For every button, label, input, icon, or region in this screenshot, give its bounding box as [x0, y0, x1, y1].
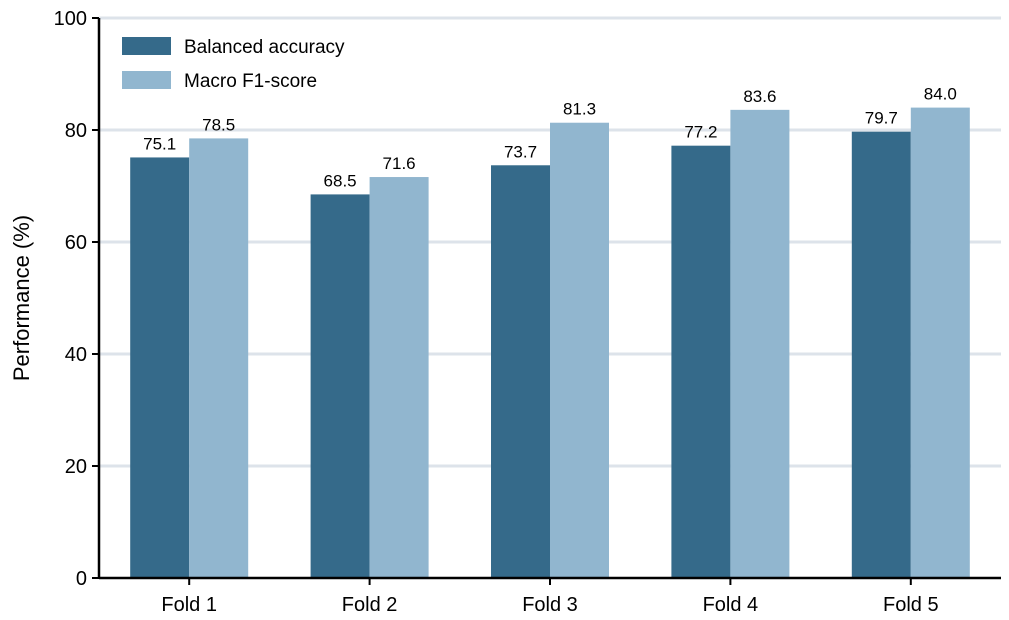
y-tick-label: 60: [65, 232, 87, 254]
x-tick-label: Fold 5: [883, 594, 939, 616]
bar-value-label: 77.2: [684, 123, 717, 142]
bar: [550, 122, 609, 578]
legend-swatch: [122, 37, 171, 55]
y-tick-label: 100: [54, 8, 87, 30]
bar: [369, 177, 429, 579]
y-axis-title: Performance (%): [9, 215, 34, 381]
bar-value-label: 81.3: [563, 100, 596, 119]
axes: 0 20 40 60 80 100 Fold 1 Fold 2 Fold 3 Fold 4 Fold…: [54, 8, 1001, 616]
bar-value-label: 73.7: [504, 142, 537, 161]
y-tick-label: 0: [76, 568, 87, 590]
y-tick-label: 40: [65, 344, 87, 366]
bar: [491, 165, 550, 578]
bar: [189, 138, 249, 578]
legend: Balanced accuracy Macro F1-score: [122, 37, 345, 92]
y-tick-label: 20: [65, 456, 87, 478]
x-tick-label: Fold 3: [522, 594, 578, 616]
legend-label: Macro F1-score: [184, 71, 317, 92]
x-tick-label: Fold 1: [161, 594, 217, 616]
bar-value-label: 75.1: [143, 134, 176, 153]
bar-value-label: 78.5: [202, 115, 235, 134]
bar-value-label: 79.7: [865, 109, 898, 128]
x-tick-label: Fold 2: [342, 594, 398, 616]
value-labels: 75.1 78.5 68.5 71.6 73.7 81.3 77.2 83.6 79.7 84.0: [143, 85, 957, 191]
bar-value-label: 84.0: [924, 85, 957, 104]
bar: [730, 109, 790, 578]
bar: [910, 107, 970, 578]
bar-value-label: 71.6: [383, 154, 416, 173]
bar: [310, 194, 370, 578]
bar: [851, 131, 911, 578]
y-tick-label: 80: [65, 120, 87, 142]
bar: [130, 157, 190, 578]
x-tick-label: Fold 4: [703, 594, 759, 616]
bar-value-label: 83.6: [743, 87, 776, 106]
bar-value-label: 68.5: [324, 171, 357, 190]
legend-swatch: [122, 71, 171, 89]
legend-label: Balanced accuracy: [184, 37, 345, 58]
bars: [130, 107, 970, 579]
bar: [671, 145, 731, 578]
